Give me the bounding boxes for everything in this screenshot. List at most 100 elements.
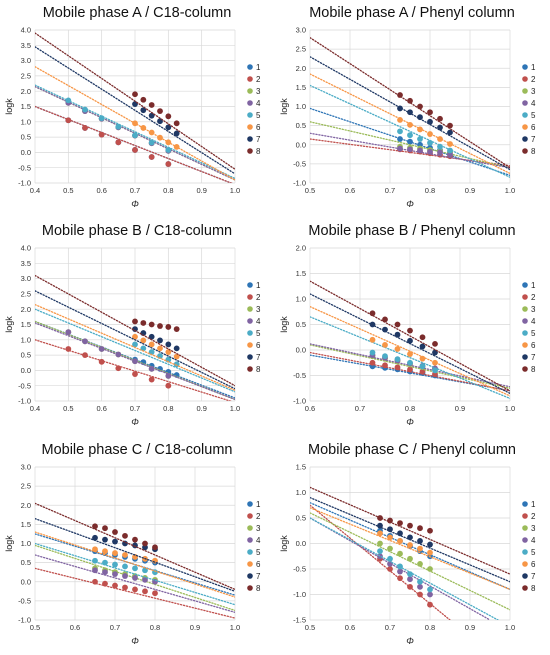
data-point-series-2 — [165, 382, 172, 389]
data-point-series-8 — [407, 97, 413, 104]
legend-marker — [522, 513, 528, 519]
gridlines — [309, 466, 511, 621]
legend-marker — [247, 537, 253, 543]
trendline-series-6 — [35, 531, 235, 598]
data-point-series-4 — [122, 573, 128, 579]
x-tick-label: 0.7 — [385, 186, 395, 195]
data-point-series-7 — [427, 118, 433, 125]
legend-marker — [522, 501, 528, 507]
y-tick-label: 3.0 — [21, 56, 31, 65]
data-point-series-4 — [132, 575, 138, 581]
data-point-series-6 — [122, 552, 128, 558]
legend-label: 3 — [531, 305, 536, 314]
y-tick-label: 1.5 — [21, 102, 31, 111]
legend-marker — [522, 76, 528, 82]
data-point-series-4 — [65, 329, 72, 336]
legend-marker — [522, 124, 528, 130]
legend-label: 7 — [256, 353, 261, 362]
data-point-series-7 — [437, 124, 443, 131]
data-point-series-4 — [132, 358, 138, 365]
trendline-series-5 — [310, 316, 510, 400]
data-point-series-8 — [387, 517, 393, 524]
data-point-series-7 — [140, 107, 147, 114]
y-tick-label: -0.5 — [18, 596, 31, 605]
data-point-series-8 — [173, 326, 180, 332]
legend-label: 2 — [256, 293, 261, 302]
data-point-series-6 — [92, 546, 98, 553]
data-point-series-6 — [377, 530, 383, 537]
data-point-series-7 — [165, 341, 172, 348]
data-point-series-5 — [122, 563, 128, 570]
y-tick-label: 1.0 — [296, 488, 306, 497]
legend-label: 7 — [256, 135, 261, 144]
data-point-series-6 — [394, 346, 401, 352]
y-tick-label: 0.5 — [21, 133, 31, 142]
data-point-series-4 — [98, 346, 105, 352]
data-point-series-2 — [98, 358, 105, 365]
y-axis-label: logk — [279, 535, 289, 552]
legend-marker — [247, 112, 253, 118]
data-point-series-8 — [165, 113, 172, 120]
x-tick-label: 0.9 — [455, 404, 465, 413]
data-point-series-5 — [417, 136, 423, 142]
legend-marker — [522, 294, 528, 300]
y-tick-label: 1.0 — [296, 102, 306, 111]
legend-label: 4 — [256, 317, 261, 326]
data-point-series-5 — [397, 563, 403, 570]
data-point-series-4 — [165, 373, 172, 379]
data-point-series-2 — [142, 588, 148, 595]
x-tick-label: 0.7 — [130, 404, 140, 413]
data-point-series-2 — [102, 580, 108, 587]
data-point-series-7 — [427, 541, 433, 548]
legend-label: 3 — [531, 87, 536, 96]
data-point-series-4 — [148, 365, 155, 372]
y-tick-label: -0.5 — [293, 565, 306, 574]
chart-panel-1: Mobile phase A / C18-column 0.4 0.5 0.6 0.7 0… — [4, 5, 261, 209]
x-tick-label: 1.0 — [230, 186, 240, 195]
y-axis-label: logk — [4, 535, 14, 552]
x-tick-label: 0.5 — [305, 623, 315, 632]
legend-label: 4 — [531, 99, 536, 108]
y-tick-label: -1.0 — [293, 590, 306, 599]
legend-label: 8 — [256, 365, 261, 374]
y-tick-label: -1.0 — [293, 397, 306, 406]
legend-label: 7 — [256, 572, 261, 581]
legend-label: 2 — [531, 75, 536, 84]
x-tick-label: 0.9 — [196, 186, 206, 195]
data-point-series-7 — [369, 321, 376, 328]
y-tick-label: 2.0 — [21, 305, 31, 314]
y-tick-label: 2.5 — [21, 290, 31, 299]
trendline-series-8 — [310, 37, 510, 169]
data-point-series-2 — [112, 582, 118, 589]
y-tick-label: 4.0 — [21, 26, 31, 35]
data-point-series-8 — [407, 327, 413, 334]
legend-label: 3 — [256, 524, 261, 533]
data-point-series-8 — [427, 527, 433, 534]
x-axis-label: Φ — [131, 636, 139, 646]
y-tick-label: 1.5 — [296, 463, 306, 472]
trendline-series-5 — [35, 542, 235, 606]
data-point-series-5 — [102, 559, 108, 566]
chart-title: Mobile phase A / C18-column — [43, 5, 232, 21]
y-tick-label: 3.0 — [296, 26, 306, 35]
y-tick-label: 0.5 — [296, 514, 306, 523]
data-point-series-8 — [447, 122, 453, 129]
data-point-series-5 — [132, 341, 138, 348]
data-point-series-8 — [173, 120, 180, 127]
data-point-series-6 — [432, 359, 438, 366]
data-point-series-5 — [82, 106, 88, 113]
legend-marker — [522, 64, 528, 70]
trendline-series-7 — [35, 517, 235, 592]
chart-panel-4: Mobile phase B / Phenyl column 0.6 0.7 0.8 0… — [279, 223, 536, 427]
data-point-series-7 — [377, 522, 383, 529]
y-tick-label: 3.0 — [21, 463, 31, 472]
legend-label: 5 — [256, 111, 261, 120]
trendline-series-5 — [310, 517, 499, 620]
legend-marker — [522, 100, 528, 106]
trendline-series-3 — [310, 121, 510, 169]
x-tick-label: 0.8 — [150, 623, 160, 632]
x-tick-label: 0.6 — [96, 404, 106, 413]
x-tick-label: 0.8 — [425, 623, 435, 632]
legend-marker — [247, 318, 253, 324]
legend-marker — [522, 525, 528, 531]
